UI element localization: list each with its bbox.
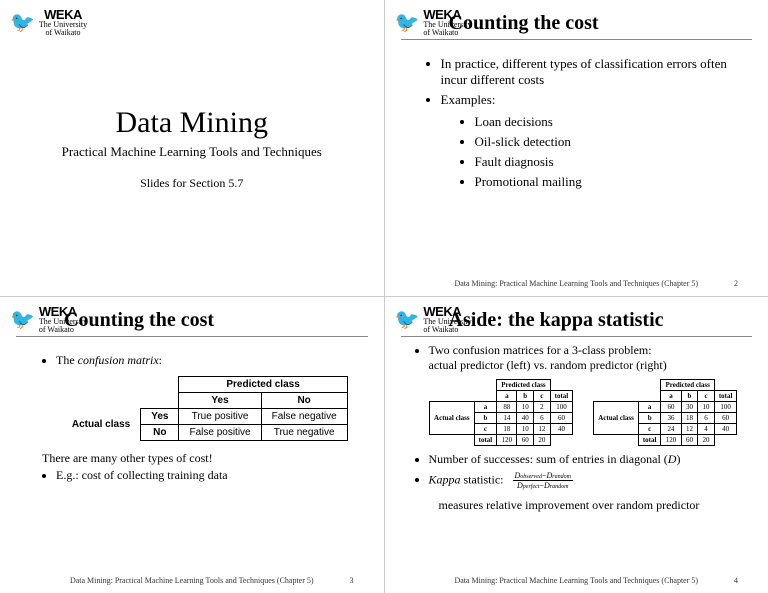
slide-footer: Data Mining: Practical Machine Learning …	[0, 576, 384, 585]
title-block: Data Mining Practical Machine Learning T…	[62, 106, 322, 191]
sub-bullet: Promotional mailing	[475, 174, 753, 190]
slide-content: In practice, different types of classifi…	[401, 56, 753, 190]
bullet: Examples: Loan decisions Oil-slick detec…	[441, 92, 753, 190]
slide-3: 🐦 WEKA The Universityof Waikato Counting…	[0, 297, 384, 593]
bird-icon: 🐦	[10, 10, 35, 35]
slide-footer: Data Mining: Practical Machine Learning …	[385, 279, 768, 288]
slide-2: 🐦 WEKA The Universityof Waikato Counting…	[385, 0, 768, 296]
main-title: Data Mining	[62, 106, 322, 140]
bird-icon: 🐦	[395, 10, 420, 35]
sub-bullet: E.g.: cost of collecting training data	[56, 468, 368, 483]
weka-logo: 🐦 WEKA The Universityof Waikato	[10, 8, 87, 37]
bird-icon: 🐦	[10, 307, 35, 332]
note: There are many other types of cost!	[42, 451, 368, 466]
slide-heading: Counting the cost	[449, 10, 753, 35]
slide-grid: 🐦 WEKA The Universityof Waikato Data Min…	[0, 0, 768, 593]
page-number: 2	[734, 279, 738, 288]
bullet: The confusion matrix:	[56, 353, 368, 368]
logo-text: WEKA The Universityof Waikato	[39, 8, 87, 37]
slide-content: Two confusion matrices for a 3-class pro…	[401, 343, 753, 513]
slide-1: 🐦 WEKA The Universityof Waikato Data Min…	[0, 0, 384, 296]
confusion-matrix-table: Predicted class YesNo Actual classYesTru…	[62, 376, 348, 441]
logo-text: WEKA The Universityof Waikato	[423, 305, 471, 334]
kappa-matrices: Predicted class abctotal Actual classa88…	[415, 379, 753, 446]
slide-footer: Data Mining: Practical Machine Learning …	[385, 576, 768, 585]
bird-icon: 🐦	[395, 307, 420, 332]
bullet: Two confusion matrices for a 3-class pro…	[429, 343, 753, 373]
logo-text: WEKA The Universityof Waikato	[423, 8, 471, 37]
sub-bullet: Oil-slick detection	[475, 134, 753, 150]
logo-text: WEKA The Universityof Waikato	[39, 305, 87, 334]
subtitle: Practical Machine Learning Tools and Tec…	[62, 144, 322, 160]
weka-logo: 🐦 WEKA The Universityof Waikato	[395, 305, 472, 334]
heading-rule	[401, 336, 753, 337]
bullet: Kappa statistic: Dobserved−Drandom Dperf…	[429, 471, 753, 490]
weka-logo: 🐦 WEKA The Universityof Waikato	[10, 305, 87, 334]
left-matrix: Predicted class abctotal Actual classa88…	[429, 379, 573, 446]
page-number: 3	[350, 576, 354, 585]
slide-content: The confusion matrix: Predicted class Ye…	[16, 353, 368, 483]
kappa-formula: Dobserved−Drandom Dperfect−Drandom	[513, 471, 573, 490]
measures-text: measures relative improvement over rando…	[415, 498, 753, 513]
slides-for: Slides for Section 5.7	[62, 176, 322, 191]
slide-heading: Aside: the kappa statistic	[449, 307, 753, 332]
slide-heading: Counting the cost	[64, 307, 368, 332]
page-number: 4	[734, 576, 738, 585]
weka-logo: 🐦 WEKA The Universityof Waikato	[395, 8, 472, 37]
right-matrix: Predicted class abctotal Actual classa60…	[593, 379, 737, 446]
sub-bullet: Loan decisions	[475, 114, 753, 130]
heading-rule	[401, 39, 753, 40]
heading-rule	[16, 336, 368, 337]
bullet: Number of successes: sum of entries in d…	[429, 452, 753, 467]
sub-bullet: Fault diagnosis	[475, 154, 753, 170]
slide-4: 🐦 WEKA The Universityof Waikato Aside: t…	[385, 297, 768, 593]
bullet: In practice, different types of classifi…	[441, 56, 753, 88]
